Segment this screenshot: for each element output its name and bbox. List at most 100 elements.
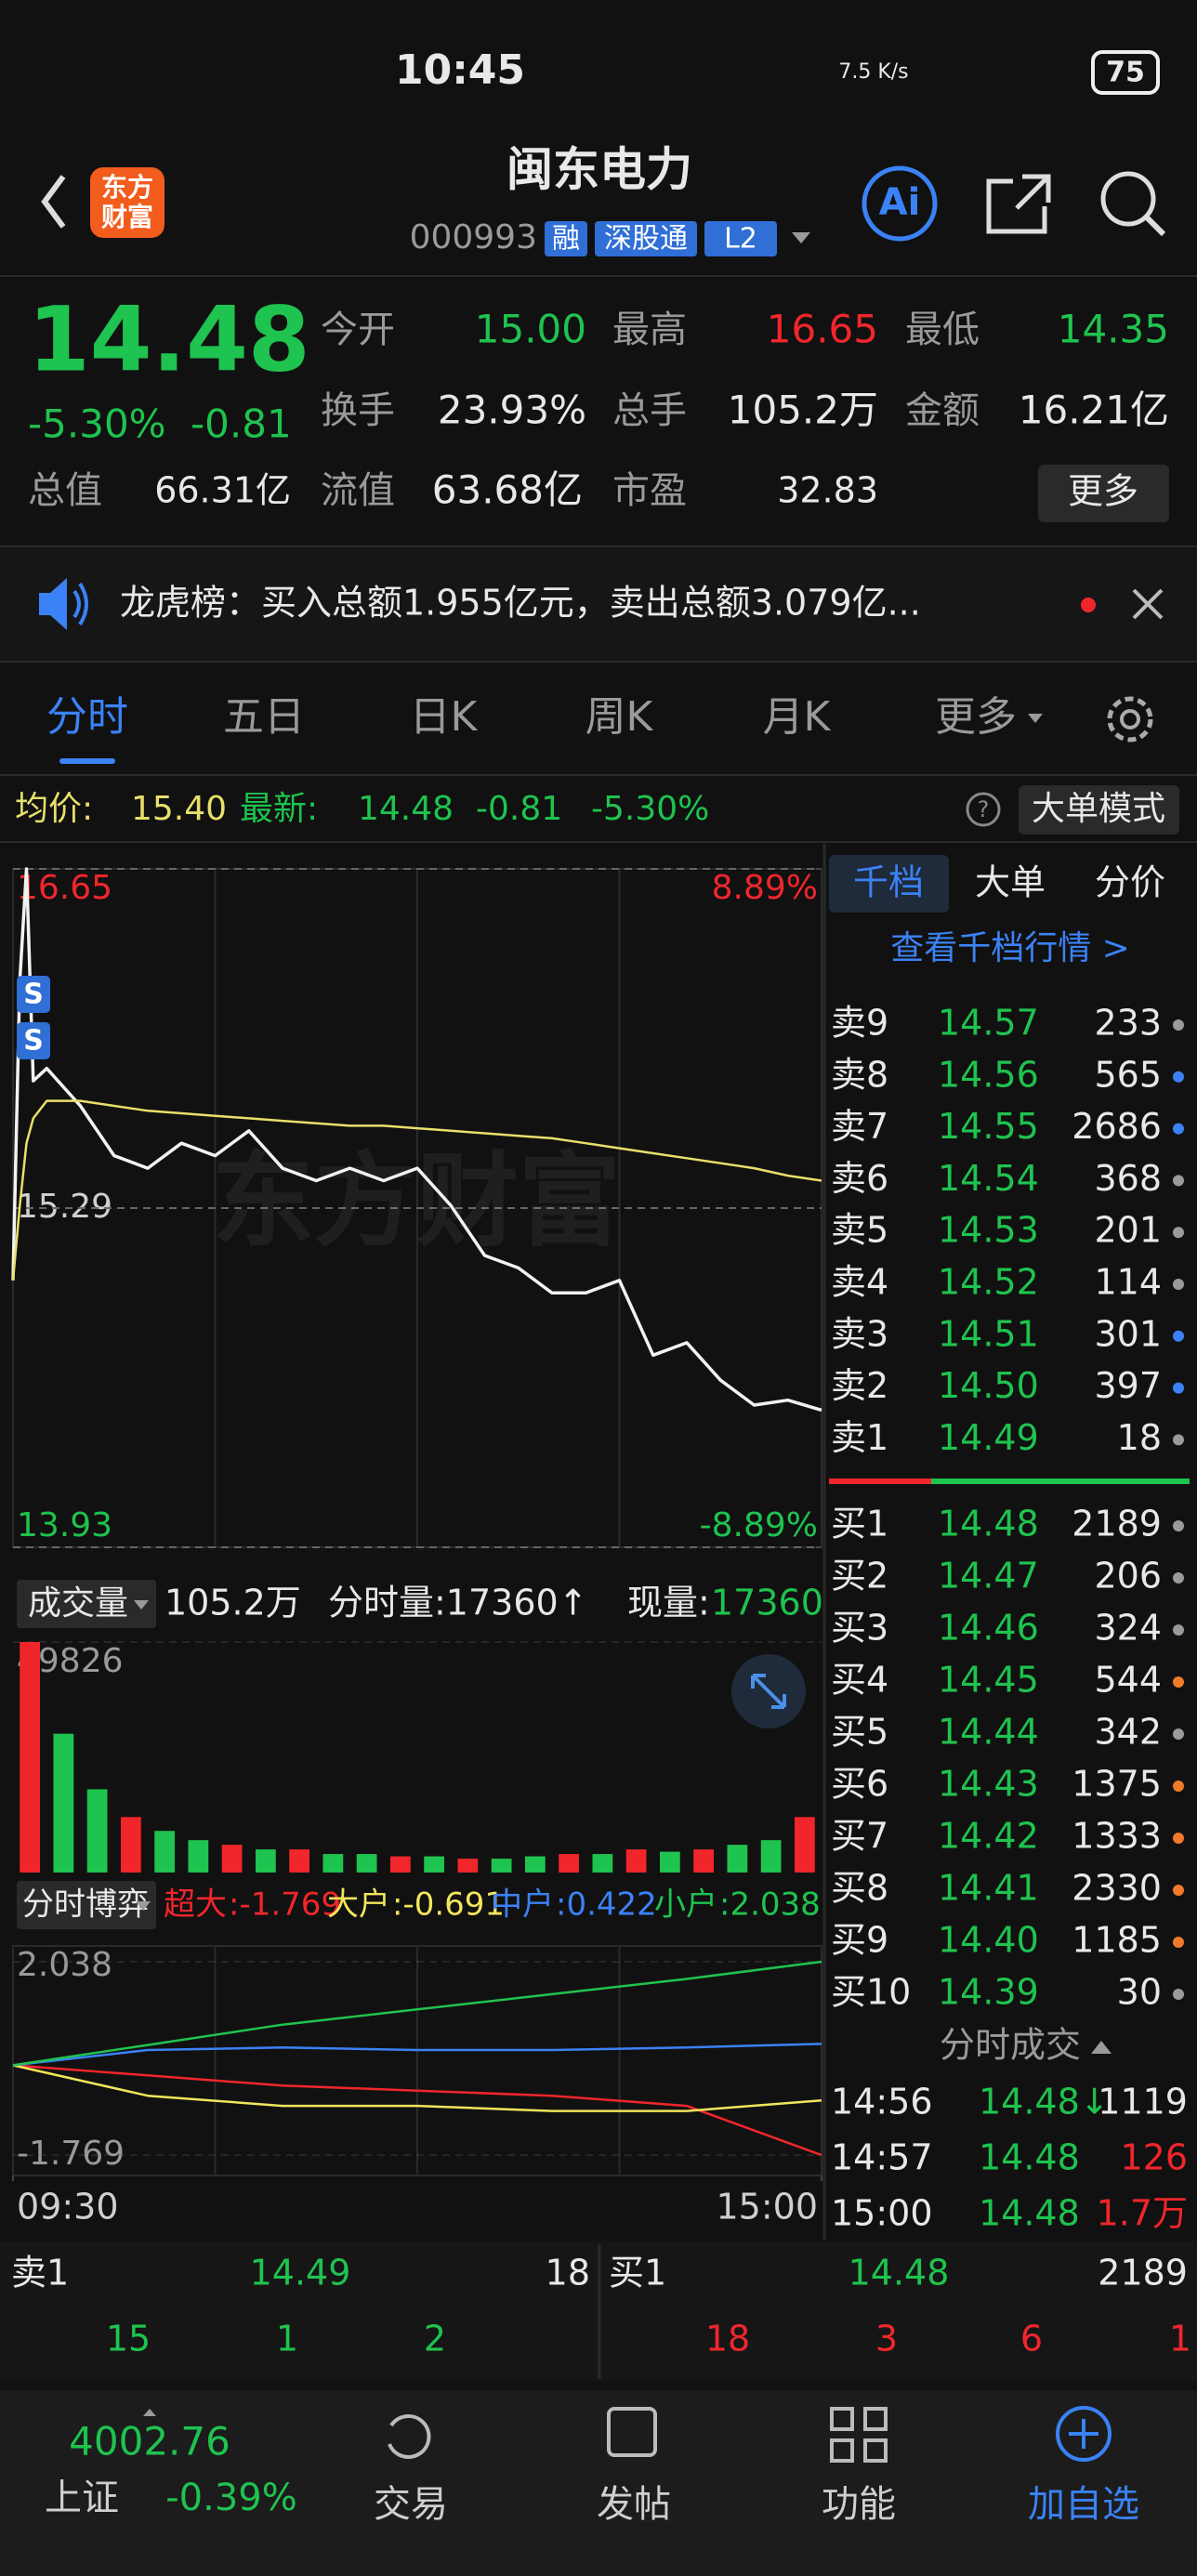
volume-bar (795, 1817, 815, 1873)
series-line (12, 1960, 822, 2067)
chart-tab: 月K (763, 693, 832, 741)
nav-item[interactable]: 发帖 (597, 2483, 671, 2526)
help-icon[interactable] (966, 792, 1001, 827)
summary-volume: 2189 (1098, 2253, 1188, 2293)
divider (0, 841, 1197, 843)
volume-select[interactable] (17, 1580, 156, 1628)
trade-time: 14:57 (831, 2137, 933, 2178)
trade-mark-bg (17, 976, 50, 1013)
volume-bar (256, 1849, 276, 1873)
share-icon[interactable] (986, 174, 1051, 234)
field-label: 今开 (321, 309, 395, 351)
book-dot (1173, 1071, 1184, 1083)
nav-item[interactable]: 交易 (374, 2483, 448, 2526)
book-label: 卖6 (831, 1158, 888, 1199)
summary-count: 1 (1169, 2319, 1191, 2359)
tab-underline (59, 758, 115, 764)
field-label: 金额 (905, 389, 980, 432)
y-tick-label: 16.65 (17, 869, 112, 907)
ai-icon[interactable] (862, 165, 938, 242)
legend-value: :2.038 (719, 1886, 821, 1924)
book-price: 14.56 (938, 1054, 1039, 1095)
volume-bar (760, 1840, 782, 1873)
summary-price: 14.49 (250, 2253, 351, 2293)
trade-mark-bg (17, 1022, 50, 1059)
book-label: 卖7 (831, 1106, 888, 1147)
nav-icon[interactable] (607, 2407, 657, 2457)
book-dot (1173, 1833, 1184, 1844)
book-price: 14.52 (938, 1262, 1039, 1303)
dropdown-icon (134, 1600, 149, 1610)
legend-name: 超大 (164, 1886, 227, 1924)
book-volume: 2330 (1072, 1868, 1162, 1909)
volume-bar (53, 1733, 74, 1873)
book-dot (1173, 1572, 1184, 1584)
nav-caret (143, 2409, 156, 2416)
nav-icon[interactable] (1056, 2406, 1112, 2462)
trade-volume: 1119 (1098, 2082, 1188, 2123)
search-icon[interactable] (1100, 171, 1156, 227)
book-dot (1173, 1123, 1184, 1135)
notice-bg (0, 548, 1197, 662)
trade-time: 14:56 (831, 2082, 933, 2123)
flow-label: 分时博弈 (22, 1886, 149, 1924)
book-dot (1173, 1676, 1184, 1688)
book-price: 14.55 (938, 1106, 1039, 1147)
summary-label: 卖1 (11, 2253, 69, 2293)
book-tab: 大单 (975, 862, 1046, 903)
book-label: 卖5 (831, 1210, 888, 1251)
ai-label: Ai (879, 181, 921, 224)
book-price: 14.57 (938, 1003, 1039, 1044)
battery-level: 75 (1106, 57, 1145, 89)
book-volume: 342 (1094, 1712, 1162, 1753)
avg-value: 15.40 (131, 790, 227, 828)
summary-count: 2 (424, 2319, 446, 2359)
book-dot (1173, 1520, 1184, 1531)
book-label: 买5 (831, 1712, 888, 1753)
book-volume: 233 (1094, 1003, 1162, 1044)
book-dot (1173, 1624, 1184, 1636)
trade-mark: S (23, 1025, 44, 1058)
more-button[interactable] (1038, 465, 1169, 522)
back-icon[interactable] (41, 175, 66, 229)
book-dot (1173, 1989, 1184, 2000)
book-price: 14.50 (938, 1365, 1039, 1406)
tag-bg (704, 221, 777, 256)
legend-value: :0.422 (556, 1886, 657, 1924)
status-time: 10:45 (395, 46, 525, 94)
nav-bg (0, 2390, 1197, 2576)
help-icon: ? (978, 796, 990, 822)
field-value: 32.83 (777, 470, 878, 511)
dropdown-icon (136, 1901, 151, 1911)
book-dot (1173, 1434, 1184, 1446)
index-change: -0.39% (165, 2477, 297, 2519)
nav-icon[interactable] (830, 2407, 888, 2463)
nav-icon (1069, 2419, 1098, 2449)
y-tick-label: 15.29 (17, 1188, 112, 1226)
nav-item[interactable]: 功能 (822, 2483, 896, 2526)
close-icon[interactable] (1132, 588, 1164, 620)
nav-icon[interactable] (388, 2413, 431, 2459)
trade-volume: 1.7万 (1097, 2193, 1188, 2234)
y-tick-label: 2.038 (17, 1946, 112, 1984)
book-label: 卖3 (831, 1313, 888, 1354)
volume-bar (154, 1831, 175, 1873)
trade-mark: S (23, 979, 44, 1011)
settings-icon[interactable] (1107, 696, 1153, 743)
mode-button[interactable] (1019, 785, 1179, 835)
flow-select[interactable] (17, 1881, 156, 1929)
book-dot (1173, 1885, 1184, 1896)
book-label: 买8 (831, 1868, 888, 1909)
book-price: 14.44 (938, 1712, 1039, 1753)
change: -0.81 (191, 401, 292, 447)
nav-item[interactable]: 加自选 (1028, 2483, 1139, 2526)
book-volume: 2189 (1072, 1504, 1162, 1544)
stock-tag: 融 (552, 223, 580, 256)
more-label: 更多 (1068, 471, 1138, 512)
chart-tab: 周K (585, 693, 654, 741)
mode-label: 大单模式 (1032, 790, 1165, 828)
battery-icon (1091, 50, 1160, 95)
summary-count: 1 (276, 2319, 298, 2359)
book-volume: 1185 (1072, 1920, 1162, 1961)
y-tick-label: -1.769 (17, 2135, 125, 2173)
